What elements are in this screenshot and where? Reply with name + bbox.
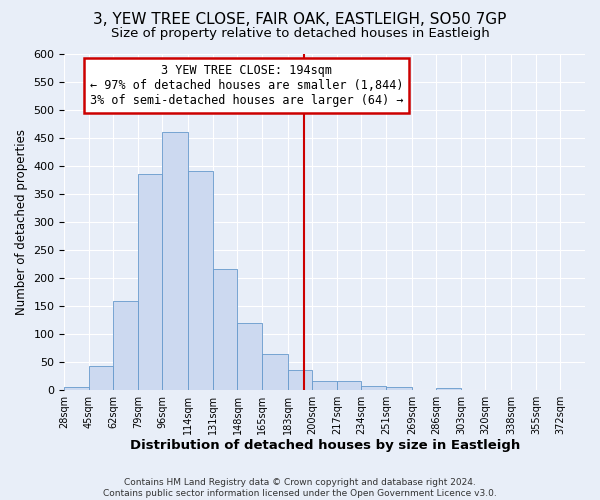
Bar bbox=[436, 388, 461, 390]
Bar bbox=[386, 388, 412, 390]
Bar bbox=[313, 381, 337, 390]
Bar bbox=[213, 269, 238, 390]
Y-axis label: Number of detached properties: Number of detached properties bbox=[15, 129, 28, 315]
Bar bbox=[113, 302, 138, 390]
X-axis label: Distribution of detached houses by size in Eastleigh: Distribution of detached houses by size … bbox=[130, 440, 520, 452]
Text: 3, YEW TREE CLOSE, FAIR OAK, EASTLEIGH, SO50 7GP: 3, YEW TREE CLOSE, FAIR OAK, EASTLEIGH, … bbox=[94, 12, 506, 28]
Bar bbox=[361, 386, 386, 390]
Bar bbox=[238, 322, 262, 390]
Bar bbox=[64, 387, 89, 390]
Bar bbox=[138, 174, 163, 390]
Bar bbox=[262, 354, 288, 390]
Bar bbox=[188, 172, 213, 390]
Bar bbox=[89, 366, 113, 390]
Bar bbox=[288, 370, 313, 390]
Text: 3 YEW TREE CLOSE: 194sqm
← 97% of detached houses are smaller (1,844)
3% of semi: 3 YEW TREE CLOSE: 194sqm ← 97% of detach… bbox=[90, 64, 403, 107]
Bar bbox=[163, 132, 188, 390]
Text: Contains HM Land Registry data © Crown copyright and database right 2024.
Contai: Contains HM Land Registry data © Crown c… bbox=[103, 478, 497, 498]
Text: Size of property relative to detached houses in Eastleigh: Size of property relative to detached ho… bbox=[110, 28, 490, 40]
Bar bbox=[337, 381, 361, 390]
